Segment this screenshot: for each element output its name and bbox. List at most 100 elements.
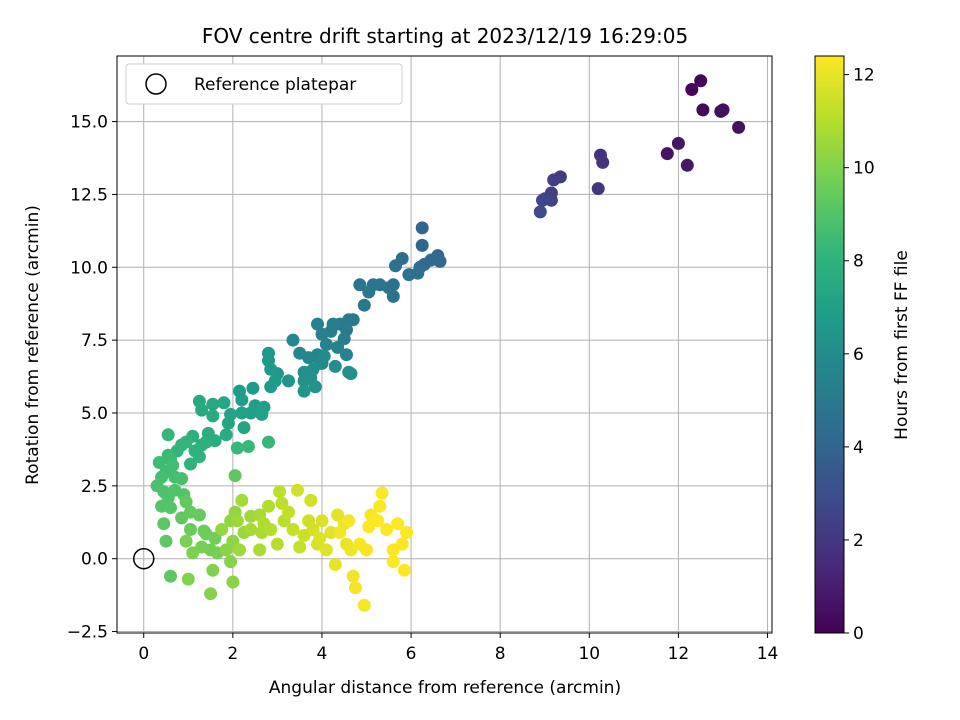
scatter-point xyxy=(415,238,429,252)
scatter-point xyxy=(286,333,300,347)
scatter-point xyxy=(362,520,376,534)
reference-platepar-marker xyxy=(132,547,155,570)
scatter-point xyxy=(533,205,547,219)
scatter-point xyxy=(362,285,376,299)
scatter-point xyxy=(230,441,244,455)
y-tick-label: 10.0 xyxy=(70,258,108,278)
colorbar-tick-label: 0 xyxy=(853,624,864,644)
scatter-point xyxy=(357,298,371,312)
scatter-point xyxy=(291,483,304,497)
scatter-point xyxy=(596,155,610,169)
scatter-point xyxy=(282,505,295,519)
x-tick-label: 14 xyxy=(757,644,779,664)
scatter-point xyxy=(357,598,371,612)
scatter-point xyxy=(204,587,218,601)
scatter-point xyxy=(536,193,549,207)
scatter-point xyxy=(342,514,356,528)
scatter-point xyxy=(221,416,235,430)
scatter-point xyxy=(400,526,414,539)
scatter-point xyxy=(270,537,284,551)
scatter-point xyxy=(208,531,222,545)
scatter-point xyxy=(235,406,249,420)
scatter-point xyxy=(304,493,318,507)
x-tick-label: 4 xyxy=(317,644,328,664)
scatter-point xyxy=(166,458,180,472)
scatter-point xyxy=(328,558,342,571)
scatter-point xyxy=(262,346,275,360)
scatter-point xyxy=(164,569,177,583)
x-tick-label: 0 xyxy=(138,644,149,664)
scatter-point xyxy=(273,485,287,499)
colorbar-tick-label: 10 xyxy=(853,159,875,179)
scatter-point xyxy=(264,362,278,376)
scatter-point xyxy=(179,534,193,548)
x-tick-label: 12 xyxy=(668,644,690,664)
scatter-point xyxy=(324,526,338,539)
colorbar-tick-label: 2 xyxy=(853,531,864,551)
scatter-point xyxy=(241,440,255,453)
scatter-point xyxy=(192,450,206,464)
scatter-point xyxy=(253,543,267,557)
scatter-point xyxy=(230,514,244,528)
scatter-point xyxy=(328,359,342,373)
scatter-point xyxy=(161,428,175,442)
scatter-point xyxy=(716,103,730,117)
scatter-point xyxy=(184,457,197,471)
scatter-point xyxy=(157,517,171,531)
scatter-point xyxy=(319,338,333,351)
scatter-point xyxy=(395,537,409,551)
scatter-point xyxy=(311,317,324,331)
y-tick-label: 5.0 xyxy=(81,404,108,424)
scatter-point xyxy=(386,289,400,303)
scatter-point xyxy=(696,103,710,117)
x-tick-label: 8 xyxy=(495,644,506,664)
scatter-point xyxy=(164,501,177,515)
scatter-point xyxy=(353,278,367,292)
colorbar-tick-label: 4 xyxy=(853,438,864,458)
colorbar-ticks: 0 2 4 6 8 10 12 xyxy=(844,66,875,644)
colorbar-gradient xyxy=(815,56,844,633)
scatter-point xyxy=(373,499,387,513)
legend-marker-icon xyxy=(145,73,167,95)
scatter-point xyxy=(685,83,699,96)
x-tick-label: 10 xyxy=(578,644,600,664)
scatter-point xyxy=(226,575,240,589)
scatter-point xyxy=(671,136,685,150)
scatter-point xyxy=(547,173,561,187)
x-tick-label: 6 xyxy=(406,644,417,664)
y-tick-label: 15.0 xyxy=(70,113,108,133)
scatter-point xyxy=(215,523,229,536)
scatter-point xyxy=(297,374,311,388)
scatter-point xyxy=(262,435,275,449)
scatter-point xyxy=(237,421,251,435)
legend-entry-reference: Reference platepar xyxy=(194,75,356,95)
scatter-point xyxy=(206,397,220,411)
scatter-point xyxy=(244,406,258,420)
scatter-points xyxy=(150,74,746,612)
y-tick-label: −2.5 xyxy=(67,623,108,643)
y-axis-label: Rotation from reference (arcmin) xyxy=(23,205,43,485)
scatter-point xyxy=(264,380,278,394)
scatter-point xyxy=(391,517,405,531)
x-axis-ticks: 0 2 4 6 8 10 12 14 xyxy=(138,633,778,664)
scatter-point xyxy=(375,486,389,500)
scatter-point xyxy=(186,546,200,560)
scatter-point xyxy=(224,555,238,569)
scatter-point xyxy=(315,327,329,341)
scatter-point xyxy=(313,531,327,545)
scatter-point xyxy=(297,384,311,398)
chart-title: FOV centre drift starting at 2023/12/19 … xyxy=(202,24,688,48)
scatter-point xyxy=(346,569,360,583)
scatter-point xyxy=(348,581,362,595)
legend: Reference platepar xyxy=(125,63,403,105)
scatter-point xyxy=(195,403,209,417)
scatter-point xyxy=(415,221,429,235)
scatter-point xyxy=(680,158,694,172)
scatter-point xyxy=(340,348,353,362)
scatter-point xyxy=(244,523,258,536)
scatter-point xyxy=(315,514,329,528)
y-axis-ticks: −2.5 0.0 2.5 5.0 7.5 10.0 12.5 15.0 xyxy=(67,113,117,643)
scatter-point xyxy=(286,523,300,536)
scatter-point xyxy=(192,508,206,522)
